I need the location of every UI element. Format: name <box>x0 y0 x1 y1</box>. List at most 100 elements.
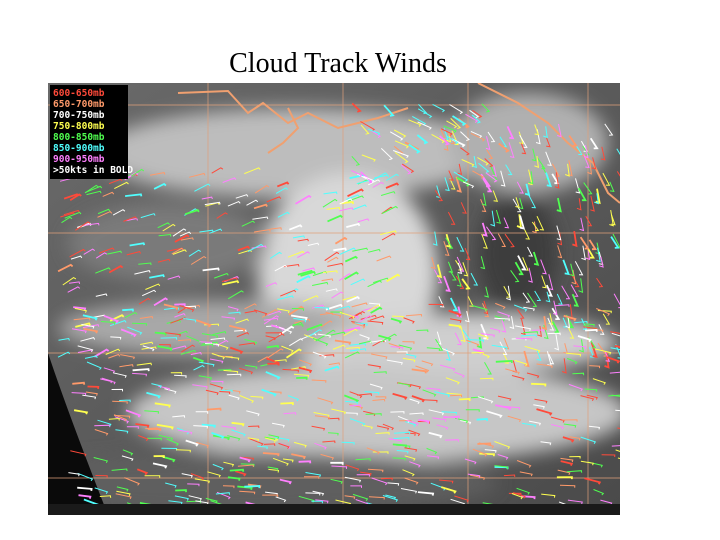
wind-barb <box>586 246 595 259</box>
wind-barb <box>293 317 307 323</box>
wind-barb <box>57 263 74 273</box>
wind-barb <box>351 155 361 166</box>
wind-barb <box>556 476 573 480</box>
slide-title: Cloud Track Winds <box>229 48 447 79</box>
wind-barb <box>548 353 555 365</box>
wind-barb <box>583 154 590 169</box>
wind-barb <box>477 333 489 340</box>
wind-barb <box>113 414 128 422</box>
wind-barb <box>386 173 399 181</box>
wind-barb <box>604 123 614 136</box>
wind-barb <box>524 345 541 353</box>
wind-barb <box>471 114 481 124</box>
wind-barb <box>157 222 170 229</box>
wind-barb <box>417 121 432 130</box>
wind-barb <box>330 461 344 465</box>
wind-barb <box>344 476 362 483</box>
wind-barb <box>291 308 305 311</box>
wind-barb <box>566 352 582 357</box>
wind-barb <box>327 256 339 263</box>
wind-barb <box>579 217 585 232</box>
wind-barb <box>186 500 201 504</box>
wind-barb <box>244 167 261 175</box>
wind-barb <box>448 133 456 145</box>
wind-barb <box>514 304 528 312</box>
wind-barb <box>193 425 208 429</box>
wind-barb <box>594 193 599 205</box>
wind-barb <box>494 317 510 322</box>
wind-barb <box>119 364 134 368</box>
wind-barb <box>293 441 307 448</box>
wind-barb <box>175 330 188 336</box>
wind-barb <box>207 471 221 478</box>
wind-barb <box>520 318 526 336</box>
wind-barb <box>305 492 321 496</box>
wind-barb <box>125 409 142 418</box>
wind-barb <box>427 455 440 460</box>
wind-barb <box>515 197 520 208</box>
wind-barb <box>438 296 445 308</box>
wind-barb <box>97 208 111 215</box>
wind-barb <box>140 341 154 345</box>
wind-barb <box>454 332 462 346</box>
wind-barb <box>449 270 457 281</box>
wind-barb <box>540 259 547 275</box>
wind-barb <box>347 314 359 320</box>
wind-barb <box>82 394 97 400</box>
wind-barb <box>567 357 578 365</box>
wind-barb <box>436 264 443 279</box>
wind-barb <box>511 375 525 381</box>
wind-barb <box>519 471 533 477</box>
wind-barb <box>486 149 494 159</box>
wind-barb <box>231 421 245 427</box>
wind-barb <box>205 343 220 347</box>
wind-barb <box>609 371 620 374</box>
wind-barb <box>508 492 522 496</box>
wind-barb <box>359 334 371 341</box>
wind-barb <box>522 331 539 334</box>
wind-barb <box>286 348 302 359</box>
wind-barb <box>405 313 423 317</box>
wind-barb <box>105 348 121 355</box>
wind-barb <box>430 256 436 269</box>
wind-barb <box>345 400 359 405</box>
wind-barb <box>465 113 479 123</box>
wind-barb <box>266 391 282 395</box>
wind-barb <box>519 215 526 230</box>
wind-barb <box>122 308 134 312</box>
wind-barb <box>380 333 397 343</box>
wind-barb <box>445 348 451 361</box>
wind-barb <box>229 468 245 472</box>
wind-barb <box>528 171 534 185</box>
wind-barb <box>387 482 400 486</box>
wind-barb <box>61 216 73 224</box>
wind-barb <box>175 489 187 493</box>
wind-barb <box>534 124 540 136</box>
wind-barb <box>397 382 411 388</box>
wind-barb <box>158 233 172 237</box>
wind-barb <box>149 274 165 279</box>
wind-barb <box>239 367 254 375</box>
wind-barb <box>330 478 343 485</box>
wind-barb <box>369 302 381 307</box>
wind-barb <box>132 368 150 372</box>
wind-barb <box>446 120 458 129</box>
wind-barb <box>428 409 445 416</box>
wind-barb <box>126 426 139 429</box>
wind-barb <box>536 408 553 416</box>
wind-barb <box>380 191 396 196</box>
wind-barb <box>154 331 167 336</box>
wind-barb <box>221 389 233 393</box>
wind-barb <box>445 439 459 442</box>
wind-barb <box>111 468 128 472</box>
wind-barb <box>215 492 231 495</box>
wind-barb <box>590 342 598 358</box>
wind-barb <box>448 309 462 318</box>
wind-barb <box>505 164 513 176</box>
wind-barb <box>277 211 290 218</box>
wind-barb <box>70 255 83 260</box>
wind-barb <box>86 190 102 196</box>
wind-barb <box>206 407 222 411</box>
wind-barb <box>418 419 430 424</box>
wind-barb <box>472 448 488 457</box>
